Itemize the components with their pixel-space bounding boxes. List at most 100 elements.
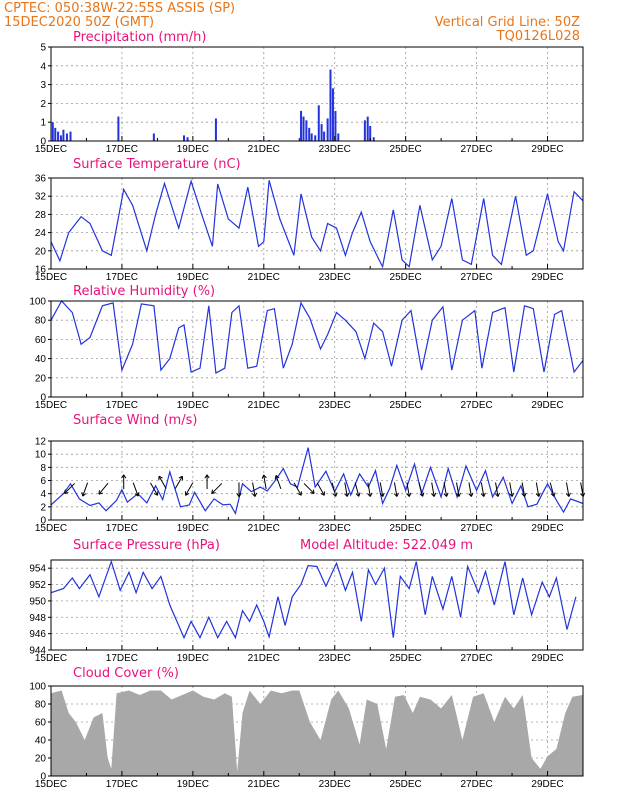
cloud-cover-frame (50, 685, 584, 777)
y-tick-label: 1 (40, 118, 46, 129)
wind-vector-arrow (480, 482, 486, 497)
x-tick-label: 29DEC (531, 272, 563, 283)
precip-bar (152, 133, 155, 141)
temperature-line (50, 179, 584, 269)
y-tick-label: 100 (29, 297, 46, 308)
wind-vector-arrow (293, 482, 302, 496)
precip-bar (117, 116, 120, 141)
y-tick-label: 952 (29, 580, 46, 591)
x-tick-label: 17DEC (106, 523, 138, 534)
precip-bar (337, 133, 340, 141)
wind-vector-arrow (354, 482, 361, 497)
y-tick-label: 0 (40, 516, 46, 527)
precip-bar (314, 135, 317, 141)
precip-bar (57, 131, 60, 141)
x-tick-label: 21DEC (248, 523, 280, 534)
x-tick-label: 23DEC (319, 523, 351, 534)
y-tick-label: 60 (35, 718, 47, 729)
wind-vector-arrow (468, 482, 474, 497)
precip-bar (334, 110, 337, 141)
x-tick-label: 27DEC (460, 653, 492, 664)
wind-vector-arrow (418, 482, 425, 497)
temperature-panel: Surface Temperature (nC) 16 20 24 28 32 36 15DE… (35, 157, 584, 283)
precip-bar (323, 131, 326, 141)
cloud-cover-area (51, 690, 583, 776)
x-tick-label: 29DEC (531, 144, 563, 155)
wind-vector-arrow (252, 482, 258, 497)
humidity-line (50, 299, 584, 374)
precip-bar (186, 137, 189, 141)
wind-vector-arrow (367, 482, 373, 497)
pressure-panel: Surface Pressure (hPa) Model Altitude: 52… (29, 538, 584, 664)
wind-vector-arrow (211, 483, 223, 495)
y-tick-label: 0 (40, 772, 46, 783)
x-tick-label: 23DEC (319, 272, 351, 283)
x-tick-label: 25DEC (390, 779, 422, 790)
x-tick-label: 15DEC (35, 779, 67, 790)
precip-bar (51, 122, 54, 141)
wind-vector-arrow (274, 475, 282, 490)
y-tick-label: 28 (35, 210, 47, 221)
y-tick-label: 0 (40, 393, 46, 404)
x-tick-label: 27DEC (460, 779, 492, 790)
y-tick-label: 5 (40, 43, 46, 54)
x-tick-label: 23DEC (319, 653, 351, 664)
precip-bar (369, 125, 372, 141)
wind-vector-arrow (431, 482, 437, 497)
wind-vector-arrow (149, 482, 159, 496)
y-tick-label: 80 (35, 700, 47, 711)
cloud-cover-panel: Cloud Cover (%) 0 20 40 60 80 100 15DEC 17DEC 19D… (29, 666, 584, 790)
y-tick-label: 40 (35, 736, 47, 747)
wind-vector-arrow (455, 482, 461, 497)
pressure-frame (50, 559, 584, 651)
y-tick-label: 100 (29, 682, 46, 693)
model-altitude-label: Model Altitude: 522.049 m (300, 538, 473, 553)
precip-bar (62, 129, 65, 141)
wind-vector-arrow (236, 482, 242, 498)
y-tick-label: 36 (35, 174, 47, 185)
precipitation-title: Precipitation (mm/h) (73, 30, 206, 45)
humidity-frame (50, 300, 584, 398)
y-tick-label: 2 (40, 502, 46, 513)
y-tick-label: 4 (40, 61, 46, 72)
x-tick-label: 21DEC (248, 144, 280, 155)
wind-vector-arrow (521, 482, 527, 497)
precip-bar (214, 118, 217, 141)
wind-vector-arrow (379, 482, 385, 497)
y-tick-label: 946 (29, 629, 46, 640)
x-tick-label: 17DEC (106, 400, 138, 411)
y-tick-label: 950 (29, 596, 46, 607)
x-tick-label: 19DEC (177, 144, 209, 155)
precipitation-panel: Precipitation (mm/h) 0 1 2 3 4 5 15DEC 17DEC 19DE… (35, 30, 584, 155)
wind-vector-arrow (344, 482, 350, 497)
wind-vector-arrow (565, 482, 571, 497)
wind-vector-arrow (509, 482, 515, 497)
wind-vector-arrow (81, 482, 89, 497)
wind-vector-arrow (158, 475, 167, 489)
x-tick-label: 19DEC (177, 653, 209, 664)
x-tick-label: 27DEC (460, 144, 492, 155)
wind-vector-arrow (331, 482, 338, 497)
x-tick-label: 25DEC (390, 272, 422, 283)
x-tick-label: 23DEC (319, 144, 351, 155)
y-tick-label: 8 (40, 463, 46, 474)
wind-vector-arrow (204, 474, 210, 490)
wind-vector-arrow (303, 483, 315, 495)
y-tick-label: 2 (40, 99, 46, 110)
x-tick-label: 27DEC (460, 400, 492, 411)
y-tick-label: 6 (40, 476, 46, 487)
x-tick-label: 15DEC (35, 653, 67, 664)
x-tick-label: 19DEC (177, 523, 209, 534)
x-tick-label: 17DEC (106, 779, 138, 790)
pressure-line (50, 559, 577, 640)
precip-bar (308, 127, 311, 141)
x-tick-label: 15DEC (35, 523, 67, 534)
wind-vector-arrow (132, 482, 140, 497)
humidity-title: Relative Humidity (%) (73, 284, 215, 299)
y-tick-label: 20 (35, 373, 47, 384)
y-tick-label: 0 (40, 137, 46, 148)
y-tick-label: 60 (35, 335, 47, 346)
y-tick-label: 20 (35, 754, 47, 765)
wind-vector-arrow (494, 482, 501, 497)
